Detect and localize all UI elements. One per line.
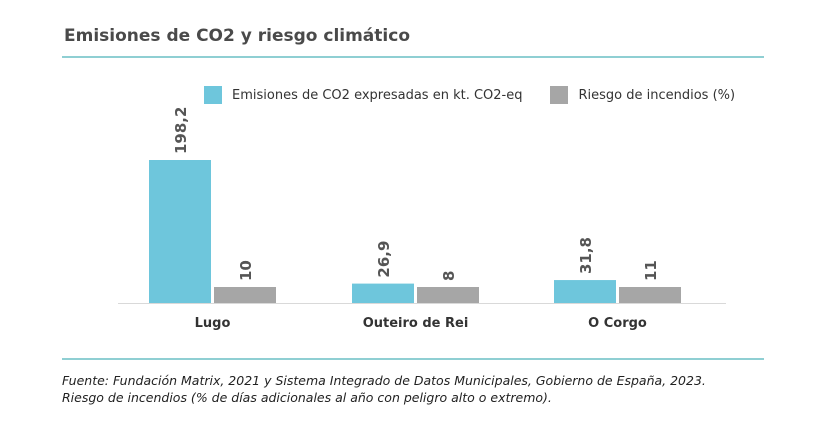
chart-title: Emisiones de CO2 y riesgo climático	[64, 26, 410, 46]
source-line-1: Fuente: Fundación Matrix, 2021 y Sistema…	[62, 373, 706, 388]
data-label-risk-2: 11	[642, 260, 660, 281]
legend-swatch-risk	[550, 86, 569, 104]
legend-label-risk: Riesgo de incendios (%)	[578, 87, 736, 103]
legend: Emisiones de CO2 expresadas en kt. CO2-e…	[204, 86, 763, 104]
bar-risk-1	[417, 287, 479, 303]
data-label-co2-1: 26,9	[375, 241, 393, 278]
data-label-co2-2: 31,8	[577, 237, 595, 274]
legend-label-co2: Emisiones de CO2 expresadas en kt. CO2-e…	[232, 87, 523, 103]
source-line-2: Riesgo de incendios (% de días adicional…	[62, 390, 552, 405]
top-divider	[62, 56, 764, 58]
category-label-0: Lugo	[195, 316, 231, 331]
category-label-2: O Corgo	[588, 316, 647, 331]
data-label-co2-0: 198,2	[172, 107, 190, 154]
legend-item-risk: Riesgo de incendios (%)	[550, 86, 735, 104]
source-note: Fuente: Fundación Matrix, 2021 y Sistema…	[62, 372, 782, 406]
bar-co2-2	[554, 280, 616, 303]
bar-risk-0	[214, 287, 276, 303]
data-label-risk-0: 10	[237, 260, 255, 281]
data-label-risk-1: 8	[440, 271, 458, 281]
bar-chart: 198,2 10 Lugo 26,9 8 Outeiro de Rei 31,8 11 O Co…	[118, 107, 726, 331]
legend-item-co2: Emisiones de CO2 expresadas en kt. CO2-e…	[204, 86, 522, 104]
bar-co2-0	[149, 160, 211, 303]
bar-risk-2	[619, 287, 681, 303]
category-label-1: Outeiro de Rei	[363, 316, 469, 331]
bar-co2-1	[352, 283, 414, 303]
legend-swatch-co2	[204, 86, 222, 104]
bottom-divider	[62, 358, 764, 360]
